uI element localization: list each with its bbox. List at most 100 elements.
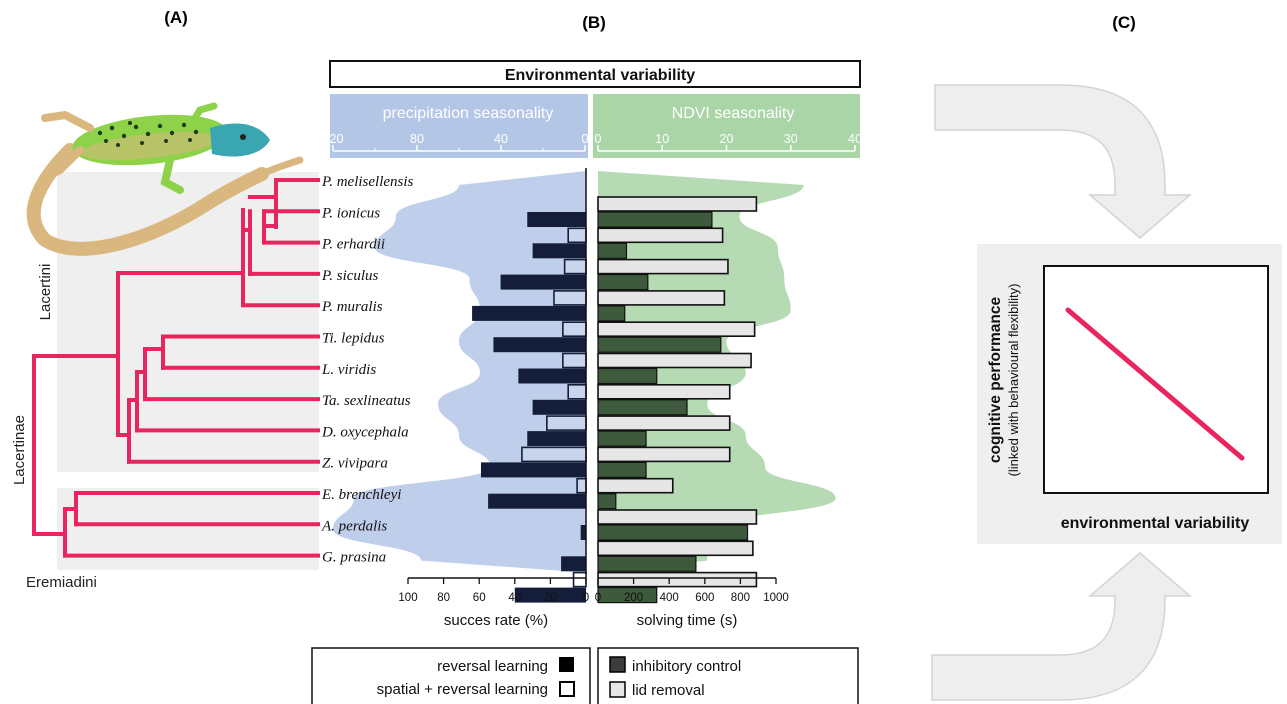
- arrow-top: [934, 84, 1193, 239]
- bar-reversal: [532, 399, 586, 415]
- eremiadini-box: [57, 488, 319, 570]
- species-label: P. erhardii: [321, 237, 385, 253]
- bar-lid-removal: [597, 227, 724, 244]
- bar-lid-removal: [597, 352, 752, 369]
- species-label: P. siculus: [321, 268, 379, 284]
- left-x-tick-label: 100: [398, 592, 417, 604]
- header-title: Environmental variability: [505, 67, 695, 84]
- left-x-tick-label: 0: [583, 592, 589, 604]
- band-axes: 120 80 40 0 0 10 20 30 40: [323, 132, 862, 152]
- bar-spatial-reversal: [567, 383, 587, 400]
- clade-label-lacertinae: Lacertinae: [11, 415, 28, 485]
- bar-reversal: [518, 368, 586, 384]
- bar-lid-removal: [597, 509, 758, 525]
- bar-inhibitory-control: [597, 555, 697, 572]
- bar-spatial-reversal: [562, 352, 587, 369]
- bar-groups: [472, 196, 758, 604]
- left-x-tick-label: 60: [473, 592, 486, 604]
- species-label: E. brenchleyi: [321, 487, 401, 503]
- legend-inhibitory-swatch: [609, 656, 626, 673]
- bar-reversal: [580, 525, 586, 540]
- clade-label-eremiadini: Eremiadini: [26, 574, 97, 591]
- bar-spatial-reversal: [546, 415, 587, 431]
- bar-spatial-reversal: [553, 290, 587, 306]
- legend-reversal-label: reversal learning: [437, 658, 548, 675]
- bar-reversal: [561, 556, 586, 572]
- bar-inhibitory-control: [597, 305, 626, 322]
- species-label: P. muralis: [321, 299, 383, 315]
- species-labels: P. melisellensis P. ionicus P. erhardii P. …: [321, 174, 414, 566]
- panel-label-a: (A): [164, 8, 188, 27]
- bar-spatial-reversal: [562, 321, 587, 338]
- header-box: [329, 60, 861, 88]
- bar-inhibitory-control: [597, 493, 617, 510]
- ndvi-band-tick-label: 10: [655, 132, 669, 146]
- concept-xlabel: environmental variability: [1061, 515, 1250, 532]
- bar-inhibitory-control: [597, 430, 647, 447]
- species-label: L. viridis: [321, 362, 376, 378]
- bar-inhibitory-control: [597, 399, 688, 416]
- bar-lid-removal: [597, 196, 758, 212]
- ndvi-band-title: NDVI seasonality: [672, 105, 795, 122]
- bar-lid-removal: [597, 383, 731, 400]
- bar-reversal: [472, 305, 586, 321]
- concept-trend-line: [1065, 307, 1245, 461]
- precipitation-band-title: precipitation seasonality: [383, 105, 554, 122]
- legend-right-box: [597, 647, 859, 704]
- concept-ylabel: cognitive performance: [987, 297, 1004, 464]
- bar-spatial-reversal: [563, 258, 587, 275]
- legend-spatial-swatch: [559, 681, 575, 697]
- legend-left-box: [311, 647, 591, 704]
- bar-reversal: [527, 431, 586, 447]
- bar-reversal: [493, 337, 586, 353]
- species-label: Ti. lepidus: [322, 331, 385, 347]
- right-x-tick-label: 1000: [763, 592, 789, 604]
- species-label: Ta. sexlineatus: [322, 393, 411, 409]
- right-x-tick-label: 200: [624, 592, 643, 604]
- bar-inhibitory-control: [597, 336, 722, 353]
- bar-lid-removal: [597, 446, 731, 463]
- bar-inhibitory-control: [597, 461, 647, 478]
- concept-ysub: (linked with behavioural flexibility): [1006, 284, 1021, 477]
- bar-inhibitory-control: [597, 274, 649, 291]
- bar-reversal: [480, 462, 586, 478]
- right-axis-label: solving time (s): [637, 612, 738, 629]
- left-x-tick-label: 20: [544, 592, 557, 604]
- right-x-tick-label: 600: [695, 592, 714, 604]
- clade-label-lacertini: Lacertini: [37, 264, 54, 321]
- left-axis-label: succes rate (%): [444, 612, 548, 629]
- legend-lid-label: lid removal: [632, 682, 705, 699]
- right-x-tick-label: 800: [731, 592, 750, 604]
- legend-reversal-swatch: [559, 657, 574, 672]
- bar-reversal: [532, 243, 586, 259]
- bar-spatial-reversal: [521, 446, 587, 463]
- legend-lid-swatch: [609, 681, 626, 698]
- bar-inhibitory-control: [597, 242, 628, 259]
- species-label: Z. vivipara: [322, 456, 388, 472]
- legend-inhibitory-label: inhibitory control: [632, 658, 741, 675]
- bar-reversal: [527, 212, 586, 227]
- phylogeny-tree: [32, 178, 320, 558]
- legend-spatial-label: spatial + reversal learning: [377, 681, 548, 698]
- bar-inhibitory-control: [597, 586, 658, 604]
- bar-lid-removal: [597, 477, 674, 494]
- bar-reversal: [500, 274, 586, 290]
- precip-band-tick-label: 40: [494, 132, 508, 146]
- ndvi-band-tick-label: 20: [720, 132, 734, 146]
- bar-lid-removal: [597, 258, 729, 275]
- concept-plot-frame: [1043, 265, 1269, 494]
- bar-lid-removal: [597, 540, 754, 557]
- right-x-tick-label: 400: [660, 592, 679, 604]
- right-x-tick-label: 0: [595, 592, 601, 604]
- bar-lid-removal: [597, 321, 756, 338]
- species-label: A. perdalis: [321, 518, 387, 534]
- bar-lid-removal: [597, 415, 731, 431]
- precip-band-tick-label: 120: [323, 132, 344, 146]
- ndvi-band-tick-label: 30: [784, 132, 798, 146]
- bar-inhibitory-control: [597, 211, 713, 228]
- species-label: G. prasina: [322, 550, 386, 566]
- panel-label-c: (C): [1112, 13, 1136, 32]
- precip-band-tick-label: 80: [410, 132, 424, 146]
- bar-spatial-reversal: [567, 227, 587, 244]
